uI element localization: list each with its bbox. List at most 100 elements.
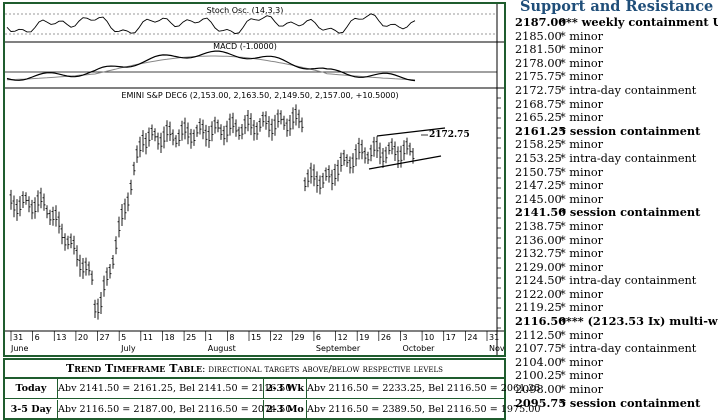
- level-label: minor: [569, 369, 604, 383]
- level-price: 2185.00: [515, 29, 562, 43]
- level-mark: *: [560, 111, 566, 125]
- level-row: 2147.25* minor: [515, 179, 718, 193]
- level-price: 2100.25: [515, 369, 562, 383]
- level-label: minor: [569, 179, 604, 193]
- level-label: minor: [569, 192, 604, 206]
- date-tick-label: 31: [13, 333, 23, 342]
- date-tick-label: 31: [489, 333, 499, 342]
- level-price: 2187.00: [515, 15, 567, 29]
- date-tick-label: 15: [251, 333, 261, 342]
- level-row: 2145.00* minor: [515, 193, 718, 207]
- level-label: minor: [569, 111, 604, 125]
- level-label: minor: [569, 301, 604, 315]
- row-label: 2-3 Wk: [264, 379, 307, 398]
- level-price: 2098.00: [515, 383, 562, 397]
- level-label: minor: [569, 260, 604, 274]
- level-mark: *: [560, 179, 566, 193]
- level-label: intra-day containment: [569, 274, 697, 288]
- level-label: minor: [569, 328, 604, 342]
- level-mark: *: [560, 287, 566, 301]
- level-mark: *: [560, 43, 566, 57]
- level-label: minor: [569, 97, 604, 111]
- level-row: 2175.75* minor: [515, 70, 718, 84]
- date-tick-label: 18: [164, 333, 174, 342]
- level-price: 2122.00: [515, 287, 562, 301]
- level-label: intra-day containment: [569, 151, 697, 165]
- level-row: 2119.25* minor: [515, 301, 718, 315]
- level-label: intra-day containment: [569, 83, 697, 97]
- level-price: 2141.50: [515, 205, 567, 220]
- level-mark: *: [560, 151, 566, 165]
- level-row: 2178.00* minor: [515, 57, 718, 71]
- level-mark: *: [560, 29, 566, 43]
- level-price: 2147.25: [515, 179, 562, 193]
- level-mark: *: [560, 70, 566, 84]
- date-tick-label: 27: [100, 333, 110, 342]
- level-mark: *: [560, 56, 566, 70]
- level-mark: *: [560, 192, 566, 206]
- level-price: 2175.75: [515, 70, 562, 84]
- date-tick-label: 17: [446, 333, 456, 342]
- level-mark: *: [560, 328, 566, 342]
- level-label: session containment: [569, 205, 701, 220]
- level-mark: *: [560, 165, 566, 179]
- level-row: 2104.00* minor: [515, 356, 718, 370]
- channel-lower: [368, 155, 442, 170]
- level-label: (2123.53 Ix) multi-wk: [587, 314, 718, 329]
- trend-timeframe-table: Trend Timeframe Table: directional targe…: [3, 358, 540, 420]
- level-price: 2116.50: [515, 314, 567, 329]
- level-mark: *: [560, 123, 566, 138]
- level-price: 2107.75: [515, 342, 562, 356]
- support-resistance-panel: Support and Resistance 2187.00*** weekly…: [512, 0, 718, 420]
- price-pane: EMINI S&P DEC6 (2,153.00, 2,163.50, 2,14…: [9, 91, 501, 329]
- stochastic-pane: Stoch Osc. (14,3,3): [5, 6, 497, 35]
- level-price: 2168.75: [515, 97, 562, 111]
- channel-annotation: 2172.75: [429, 130, 470, 140]
- level-price: 2172.75: [515, 83, 562, 97]
- level-label: minor: [569, 43, 604, 57]
- level-label: minor: [569, 247, 604, 261]
- table-row: 3-5 Day Abv 2116.50 = 2187.00, Bel 2116.…: [5, 400, 540, 419]
- date-tick-label: 29: [294, 333, 304, 342]
- stochastic-line: [6, 13, 416, 35]
- table-title-bold: Trend Timeframe Table: [66, 362, 203, 375]
- level-mark: *: [560, 138, 566, 152]
- level-row: 2100.25* minor: [515, 369, 718, 383]
- level-mark: *: [560, 260, 566, 274]
- month-label: July: [120, 344, 136, 353]
- level-label: minor: [569, 56, 604, 70]
- row-label: 3-5 Day: [5, 400, 58, 419]
- level-row: 2172.75* intra-day containment: [515, 84, 718, 98]
- level-row: 2095.75* session containment: [515, 395, 718, 411]
- level-label: session containment: [569, 123, 701, 138]
- level-row: 2116.50**** (2123.53 Ix) multi-wk: [515, 314, 718, 329]
- month-label: June: [10, 344, 29, 353]
- channel-upper: [376, 127, 446, 137]
- level-price: 2161.25: [515, 123, 567, 138]
- date-tick-label: 13: [56, 333, 66, 342]
- level-mark: *: [560, 383, 566, 397]
- level-mark: *: [560, 274, 566, 288]
- price-chart-panel: Stoch Osc. (14,3,3) MACD (-1.0000) EMINI…: [3, 2, 506, 357]
- level-row: 2122.00* minor: [515, 288, 718, 302]
- level-price: 2165.25: [515, 111, 562, 125]
- level-label: minor: [569, 233, 604, 247]
- level-mark: *: [560, 395, 566, 410]
- level-row: 2132.75* minor: [515, 247, 718, 261]
- date-tick-label: 26: [381, 333, 391, 342]
- level-mark: *: [560, 233, 566, 247]
- level-row: 2161.25* session containment: [515, 123, 718, 139]
- level-row: 2112.50* minor: [515, 329, 718, 343]
- level-mark: *: [560, 342, 566, 356]
- macd-pane: MACD (-1.0000): [5, 42, 497, 82]
- date-tick-label: 24: [467, 333, 477, 342]
- date-tick-label: 20: [78, 333, 88, 342]
- level-label: minor: [569, 29, 604, 43]
- level-row: 2165.25* minor: [515, 111, 718, 125]
- level-price: 2153.25: [515, 151, 562, 165]
- chart-svg: Stoch Osc. (14,3,3) MACD (-1.0000) EMINI…: [5, 4, 504, 355]
- level-row: 2138.75* minor: [515, 220, 718, 234]
- level-label: minor: [569, 165, 604, 179]
- date-tick-label: 22: [273, 333, 283, 342]
- row-targets: Abv 2141.50 = 2161.25, Bel 2141.50 = 211…: [58, 379, 291, 398]
